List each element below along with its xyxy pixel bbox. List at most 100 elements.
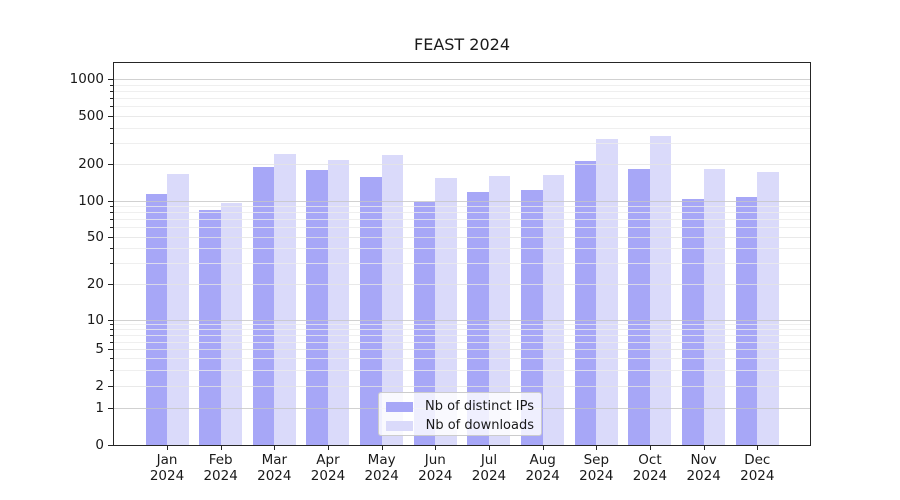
legend-label-distinct-ips: Nb of distinct IPs [425, 399, 534, 414]
y-tick-50 [108, 236, 113, 238]
bar-ips-dec [735, 197, 758, 445]
bar-downloads-jul [488, 175, 511, 445]
y-minortick-600 [110, 106, 113, 108]
y-minortick-7 [110, 335, 113, 337]
x-tick-label-feb: Feb 2024 [203, 452, 238, 484]
x-tick-label-aug: Aug 2024 [525, 452, 560, 484]
bar-ips-nov [682, 198, 704, 445]
gridline-2 [114, 386, 810, 387]
y-tick-label-200: 200 [78, 156, 104, 172]
bar-ips-aug [521, 190, 543, 445]
x-tick-label-oct: Oct 2024 [632, 452, 668, 484]
y-tick-500 [108, 116, 113, 117]
y-tick-label-5: 5 [95, 341, 104, 358]
x-tick-nov [703, 446, 705, 450]
gridline-800 [114, 90, 810, 92]
gridline-200 [114, 164, 810, 165]
y-minortick-400 [110, 127, 113, 129]
gridline-90 [114, 206, 810, 207]
legend-entry-distinct-ips: Nb of distinct IPs [386, 397, 534, 416]
gridline-600 [114, 106, 810, 108]
bar-downloads-nov [703, 169, 726, 445]
bars-layer [114, 63, 810, 445]
gridline-300 [114, 142, 810, 144]
x-tick-aug [542, 446, 544, 450]
y-minortick-700 [110, 98, 113, 100]
y-minortick-40 [110, 248, 113, 250]
bar-ips-oct [628, 169, 650, 445]
x-tick-oct [649, 446, 651, 450]
legend-swatch-distinct-ips [386, 401, 413, 412]
legend: Nb of distinct IPs Nb of downloads [378, 392, 542, 436]
bar-ips-mar [252, 166, 275, 445]
bar-downloads-oct [649, 136, 672, 445]
x-tick-label-may: May 2024 [364, 452, 399, 484]
y-tick-0 [108, 445, 113, 446]
gridline-80 [114, 212, 810, 214]
y-tick-label-1000: 1000 [69, 71, 104, 87]
bar-ips-jan [145, 194, 167, 445]
y-tick-label-10: 10 [86, 312, 104, 328]
gridline-10 [114, 320, 810, 321]
y-tick-20 [108, 284, 113, 285]
gridline-500 [114, 116, 810, 117]
gridline-70 [114, 219, 810, 221]
y-minortick-3 [110, 369, 113, 371]
y-minortick-900 [110, 84, 113, 86]
y-tick-200 [108, 164, 113, 165]
gridline-20 [114, 284, 810, 285]
y-tick-5 [108, 349, 113, 351]
gridline-700 [114, 98, 810, 100]
y-tick-10 [108, 320, 113, 321]
y-minortick-6 [110, 341, 113, 343]
gridline-50 [114, 236, 810, 238]
y-tick-label-100: 100 [78, 192, 104, 209]
y-minortick-60 [110, 227, 113, 229]
y-minortick-80 [110, 212, 113, 214]
bar-downloads-mar [274, 153, 296, 445]
gridline-60 [114, 227, 810, 229]
x-tick-dec [757, 446, 759, 450]
y-tick-1 [108, 408, 113, 410]
bar-downloads-aug [542, 175, 565, 445]
x-tick-label-mar: Mar 2024 [257, 452, 292, 484]
grid-layer [114, 63, 810, 445]
x-tick-label-jun: Jun 2024 [418, 452, 453, 484]
bar-ips-may [360, 177, 382, 445]
gridline-900 [114, 84, 810, 86]
x-tick-label-nov: Nov 2024 [686, 452, 721, 484]
bar-ips-sep [574, 161, 597, 445]
legend-entry-downloads: Nb of downloads [386, 416, 534, 435]
y-tick-100 [108, 200, 113, 202]
x-tick-feb [220, 446, 222, 450]
y-minortick-8 [110, 329, 113, 331]
y-minortick-800 [110, 90, 113, 92]
x-tick-label-dec: Dec 2024 [740, 452, 775, 484]
gridline-400 [114, 127, 810, 129]
x-tick-apr [327, 446, 329, 450]
chart-title: FEAST 2024 [414, 35, 510, 54]
y-minortick-30 [110, 263, 113, 265]
gridline-1000 [114, 79, 810, 80]
bar-downloads-sep [596, 138, 618, 445]
x-tick-label-jan: Jan 2024 [149, 452, 185, 484]
gridline-7 [114, 335, 810, 337]
gridline-5 [114, 349, 810, 351]
y-tick-label-50: 50 [86, 228, 104, 245]
bar-downloads-dec [757, 172, 779, 445]
y-minortick-300 [110, 142, 113, 144]
bar-downloads-jun [435, 178, 457, 445]
x-tick-label-sep: Sep 2024 [579, 452, 614, 484]
bar-downloads-jan [167, 173, 189, 445]
plot-area [113, 62, 811, 446]
y-tick-label-1: 1 [95, 400, 104, 417]
y-minortick-9 [110, 324, 113, 326]
y-tick-2 [108, 386, 113, 387]
gridline-100 [114, 200, 810, 202]
x-tick-label-apr: Apr 2024 [310, 452, 346, 484]
y-minortick-70 [110, 219, 113, 221]
gridline-9 [114, 324, 810, 326]
legend-swatch-downloads [386, 420, 413, 431]
y-tick-label-0: 0 [95, 437, 104, 453]
